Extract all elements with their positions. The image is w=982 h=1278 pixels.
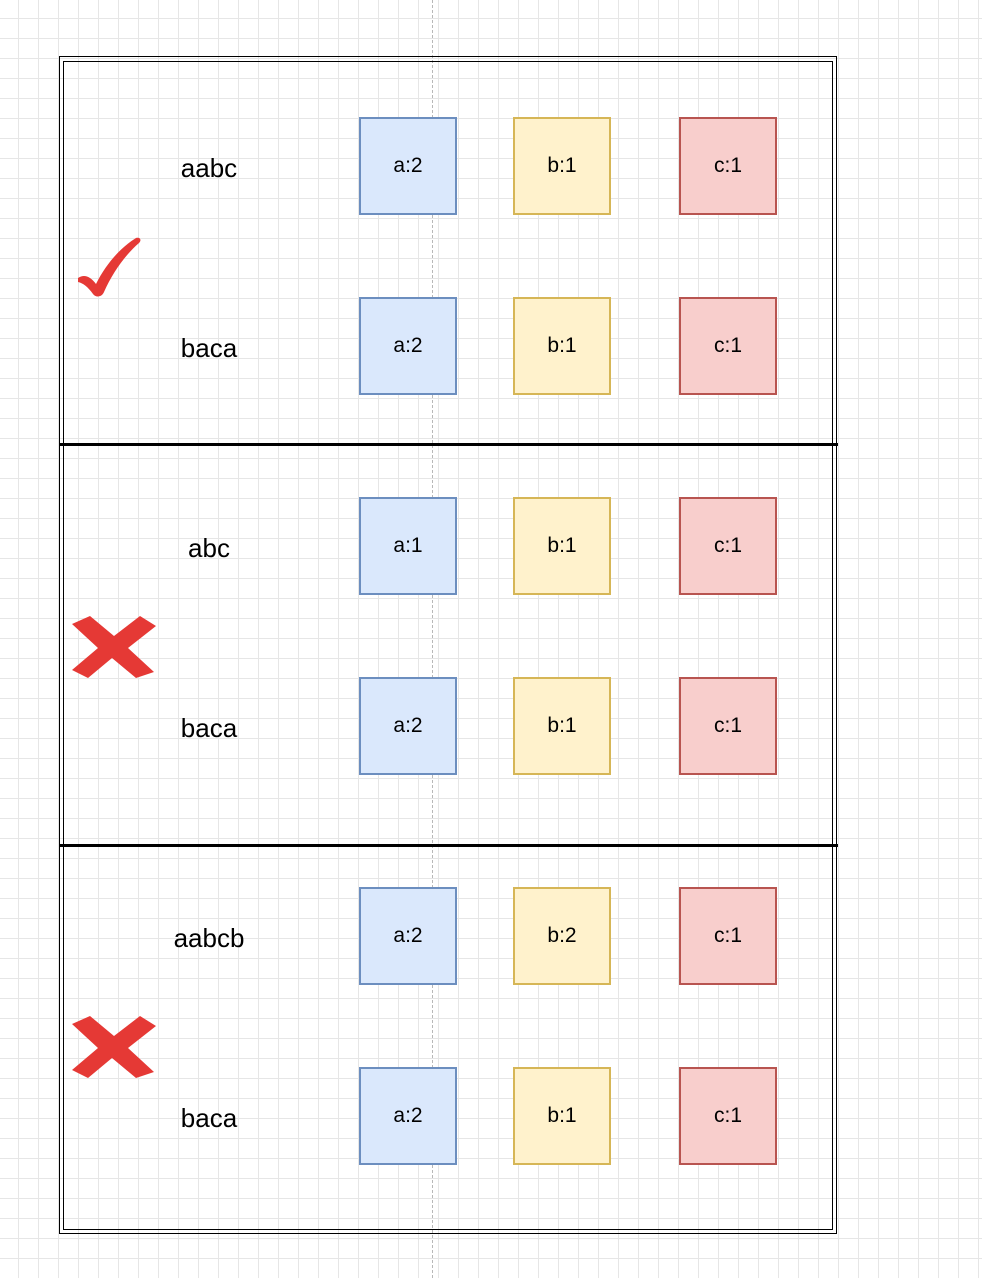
count-box-b: b:1 bbox=[513, 677, 611, 775]
check-icon bbox=[78, 237, 141, 297]
count-box-b: b:2 bbox=[513, 887, 611, 985]
word-label: abc bbox=[188, 533, 230, 563]
count-box-b: b:1 bbox=[513, 497, 611, 595]
count-box-c: c:1 bbox=[679, 677, 777, 775]
word-label: baca bbox=[180, 713, 238, 743]
group-divider bbox=[59, 443, 838, 446]
word-label: baca bbox=[180, 333, 238, 363]
inner-frame bbox=[63, 61, 833, 1230]
word-label: aabc bbox=[180, 153, 238, 183]
count-box-b: b:1 bbox=[513, 117, 611, 215]
outer-frame bbox=[59, 56, 837, 1234]
count-box-a: a:2 bbox=[359, 117, 457, 215]
count-box-a: a:2 bbox=[359, 887, 457, 985]
count-box-a: a:2 bbox=[359, 1067, 457, 1165]
count-box-c: c:1 bbox=[679, 117, 777, 215]
count-box-c: c:1 bbox=[679, 1067, 777, 1165]
count-box-b: b:1 bbox=[513, 297, 611, 395]
count-box-a: a:2 bbox=[359, 677, 457, 775]
count-box-c: c:1 bbox=[679, 887, 777, 985]
word-label: baca bbox=[180, 1103, 238, 1133]
word-label: aabcb bbox=[173, 923, 245, 953]
count-box-b: b:1 bbox=[513, 1067, 611, 1165]
cross-icon bbox=[72, 1016, 156, 1078]
count-box-c: c:1 bbox=[679, 297, 777, 395]
vertical-guide-line bbox=[432, 0, 433, 1278]
cross-icon bbox=[72, 616, 156, 678]
count-box-a: a:2 bbox=[359, 297, 457, 395]
count-box-a: a:1 bbox=[359, 497, 457, 595]
count-box-c: c:1 bbox=[679, 497, 777, 595]
group-divider bbox=[59, 844, 838, 847]
